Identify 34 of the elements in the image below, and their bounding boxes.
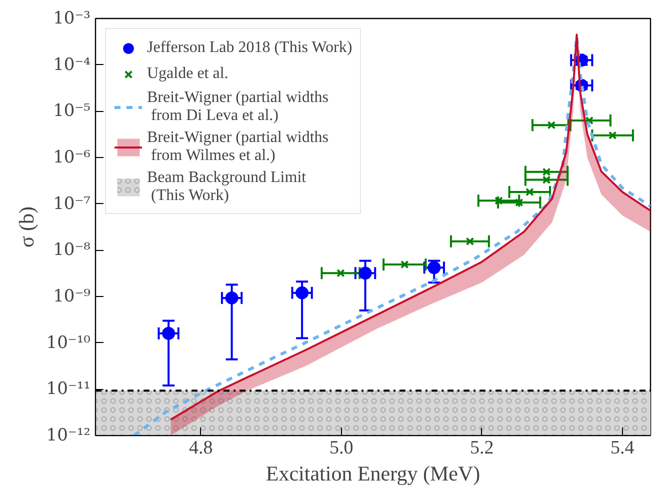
y-axis-title: σ (b) bbox=[14, 206, 38, 248]
point bbox=[525, 188, 534, 196]
point bbox=[514, 198, 524, 207]
legend-label: Ugalde et al. bbox=[147, 65, 228, 83]
x-tick-label: 5.2 bbox=[470, 438, 494, 458]
y-tick-label: 10⁻⁸ bbox=[53, 240, 91, 260]
y-tick-label: 10⁻⁹ bbox=[53, 286, 91, 306]
x-tick-label: 5.4 bbox=[610, 438, 635, 458]
point bbox=[466, 237, 474, 246]
x-axis-title: Excitation Energy (MeV) bbox=[266, 462, 480, 486]
legend-label: Breit-Wigner (partial widths from Wilmes et al.) bbox=[147, 129, 329, 165]
legend-label: Beam Background Limit (This Work) bbox=[147, 169, 306, 205]
y-tick-label: 10⁻¹² bbox=[46, 426, 91, 446]
y-tick-label: 10⁻¹⁰ bbox=[46, 332, 91, 353]
legend-label: Breit-Wigner (partial widths from Di Leva et al.) bbox=[147, 89, 329, 125]
point bbox=[400, 260, 409, 269]
point bbox=[296, 286, 309, 300]
y-tick-label: 10⁻⁶ bbox=[53, 148, 91, 168]
y-tick-label: 10⁻⁴ bbox=[53, 54, 91, 75]
x-tick-label: 5.0 bbox=[330, 438, 354, 458]
y-tick-label: 10⁻⁷ bbox=[53, 194, 91, 214]
point bbox=[162, 326, 176, 340]
y-tick-label: 10⁻⁵ bbox=[53, 101, 91, 122]
point bbox=[336, 268, 345, 278]
point bbox=[585, 116, 594, 125]
x-tick-label: 4.8 bbox=[189, 438, 213, 458]
point bbox=[547, 120, 556, 130]
y-tick-label: 10⁻¹¹ bbox=[46, 379, 91, 400]
point bbox=[608, 131, 617, 140]
point bbox=[358, 266, 372, 280]
point bbox=[225, 291, 238, 304]
legend-label: Jefferson Lab 2018 (This Work) bbox=[147, 39, 352, 57]
y-tick-label: 10⁻³ bbox=[53, 8, 90, 28]
point bbox=[542, 168, 551, 176]
